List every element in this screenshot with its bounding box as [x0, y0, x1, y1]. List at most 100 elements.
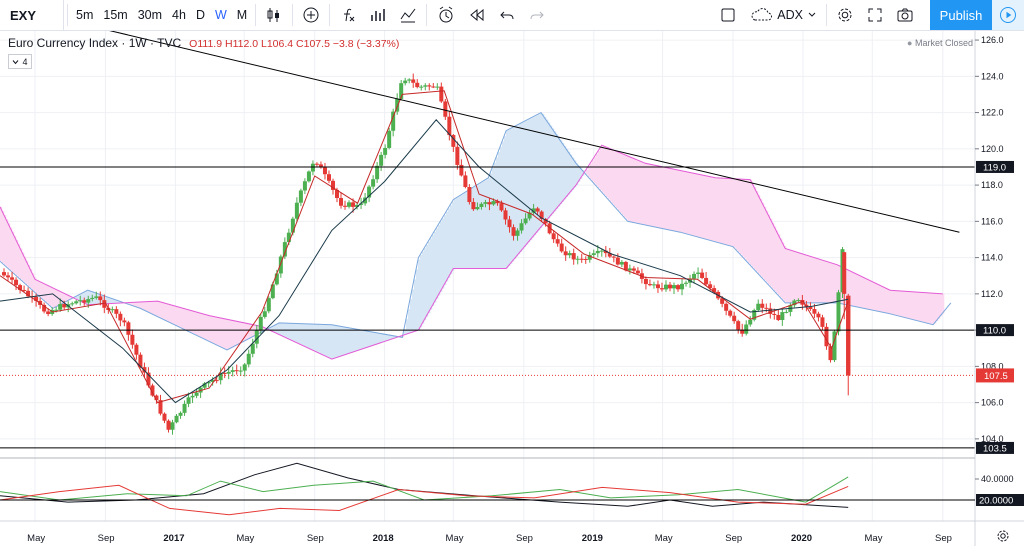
ichimoku-cloud-slice	[558, 137, 561, 207]
ichimoku-cloud-slice	[758, 194, 761, 274]
ichimoku-cloud-slice	[898, 290, 901, 316]
candles-icon[interactable]	[259, 0, 289, 31]
ichimoku-cloud-slice	[884, 287, 887, 313]
indicators-collapse-button[interactable]: 4	[8, 54, 32, 69]
compare-add-icon[interactable]	[296, 0, 326, 31]
layout-square-icon[interactable]	[713, 0, 743, 31]
play-icon[interactable]	[992, 0, 1024, 30]
ichimoku-cloud-slice	[710, 176, 713, 241]
interval-w-button[interactable]: W	[214, 8, 227, 22]
candle-bearish	[816, 313, 821, 318]
ichimoku-cloud-slice	[546, 119, 549, 221]
candle-bearish	[122, 320, 127, 323]
time-axis-label: 2019	[582, 533, 603, 544]
ichimoku-cloud-slice	[638, 160, 641, 224]
ichimoku-cloud-slice	[890, 290, 893, 314]
ichimoku-cloud-slice	[432, 235, 435, 307]
templates-icon[interactable]	[363, 0, 393, 31]
candle-bullish	[363, 197, 368, 204]
symbol-search-button[interactable]: EXY	[0, 0, 64, 31]
ichimoku-cloud-slice	[568, 151, 571, 195]
ichimoku-cloud-slice	[2, 210, 5, 264]
price-chart[interactable]: 126.0 124.0 122.0 120.0 118.0 116.0 114.0 112.0…	[0, 31, 1024, 546]
chart-type-icon[interactable]	[393, 0, 423, 31]
ichimoku-cloud-slice	[936, 293, 939, 322]
candle-bullish	[591, 253, 596, 255]
candle-bearish	[222, 372, 227, 374]
toolbar-divider	[826, 4, 827, 26]
ichimoku-cloud-slice	[602, 145, 605, 193]
time-axis-label: Sep	[516, 533, 533, 544]
ichimoku-cloud-slice	[794, 251, 797, 303]
ichimoku-cloud-slice	[282, 322, 285, 336]
interval-30m-button[interactable]: 30m	[137, 8, 163, 22]
candle-bearish	[535, 208, 540, 212]
scale-settings-icon[interactable]	[990, 527, 1016, 545]
ichimoku-cloud-slice	[322, 324, 325, 355]
ichimoku-cloud-slice	[902, 291, 905, 317]
publish-button[interactable]: Publish	[930, 0, 992, 30]
interval-4h-button[interactable]: 4h	[172, 8, 186, 22]
trendline[interactable]	[35, 31, 960, 233]
candle-bearish	[318, 164, 323, 168]
candle-bullish	[310, 163, 315, 172]
ichimoku-cloud-slice	[900, 290, 903, 317]
level-price-tag	[976, 441, 1014, 454]
ichimoku-cloud-slice	[270, 327, 273, 331]
ichimoku-cloud-slice	[708, 176, 711, 240]
candle-bullish	[254, 330, 259, 344]
alert-clock-icon[interactable]	[430, 0, 462, 31]
ichimoku-cloud-slice	[206, 314, 209, 340]
indicators-fx-icon[interactable]	[333, 0, 363, 31]
legend-change: −3.8 (−3.37%)	[332, 38, 400, 50]
ichimoku-cloud-slice	[468, 190, 471, 269]
ichimoku-cloud-slice	[180, 307, 183, 328]
candle-bearish	[547, 223, 552, 234]
candle-bullish	[218, 372, 223, 381]
fullscreen-icon[interactable]	[860, 0, 890, 31]
ichimoku-cloud-slice	[480, 183, 483, 269]
ichimoku-cloud-slice	[720, 178, 723, 244]
ichimoku-cloud-slice	[784, 246, 787, 302]
price-axis-label: 108.0	[981, 361, 1004, 371]
ichimoku-cloud-slice	[168, 304, 171, 322]
candle-bearish	[563, 251, 568, 256]
candle-bearish	[615, 257, 620, 265]
interval-d-button[interactable]: D	[195, 8, 205, 22]
ichimoku-cloud-slice	[836, 264, 839, 303]
candle-bullish	[375, 165, 380, 180]
ichimoku-cloud-slice	[878, 284, 881, 312]
candle-bearish	[431, 86, 436, 88]
candle-bearish	[720, 298, 725, 304]
candle-bullish	[359, 203, 364, 205]
ichimoku-cloud-slice	[394, 335, 397, 339]
ichimoku-cloud-slice	[748, 179, 751, 263]
ichimoku-cloud-slice	[62, 292, 65, 304]
replay-icon[interactable]	[462, 0, 492, 31]
ichimoku-cloud-slice	[388, 334, 391, 341]
ichimoku-cloud-slice	[928, 292, 931, 324]
candle-bearish	[539, 211, 544, 219]
ichimoku-cloud-slice	[380, 333, 383, 343]
status-dot-icon: ●	[907, 38, 913, 48]
undo-icon[interactable]	[492, 0, 522, 31]
interval-m-button[interactable]: M	[236, 8, 248, 22]
ichimoku-cloud-slice	[618, 151, 621, 211]
settings-gear-icon[interactable]	[830, 0, 860, 31]
interval-5m-button[interactable]: 5m	[76, 8, 94, 22]
candle-bullish	[479, 203, 484, 208]
snapshot-camera-icon[interactable]	[890, 0, 920, 31]
saved-layout-button[interactable]: ADX	[743, 0, 823, 31]
ichimoku-cloud-slice	[404, 329, 407, 335]
ichimoku-cloud-slice	[302, 323, 305, 346]
ichimoku-cloud-slice	[700, 174, 703, 238]
ichimoku-cloud-slice	[324, 324, 327, 356]
interval-15m-button[interactable]: 15m	[103, 8, 128, 22]
ichimoku-cloud-slice	[642, 161, 645, 225]
ichimoku-cloud-slice	[528, 119, 531, 243]
redo-icon[interactable]	[522, 0, 552, 31]
ichimoku-cloud-slice	[430, 238, 433, 310]
candle-bearish	[820, 317, 825, 327]
ichimoku-cloud-slice	[362, 330, 365, 350]
ichimoku-cloud-slice	[790, 250, 793, 303]
